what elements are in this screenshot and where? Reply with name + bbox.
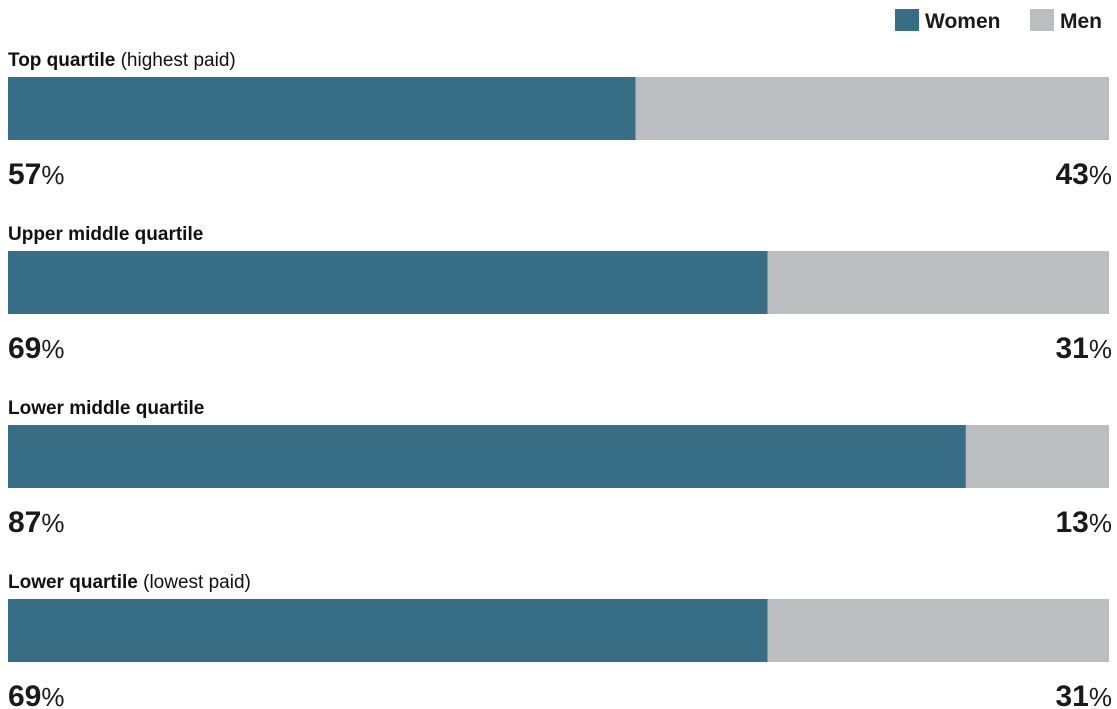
quartile-row: Lower quartile (lowest paid) 69% 31% xyxy=(8,572,1112,709)
legend-item-women: Women xyxy=(895,9,1000,33)
legend-label-women: Women xyxy=(925,10,1000,33)
bar-women xyxy=(8,425,966,488)
row-label-name: Upper middle quartile xyxy=(8,224,203,245)
bar-women xyxy=(8,599,768,662)
value-label-men: 31% xyxy=(1056,332,1113,365)
row-label-name: Lower quartile xyxy=(8,572,138,593)
row-label: Lower quartile (lowest paid) xyxy=(8,572,251,593)
row-label: Top quartile (highest paid) xyxy=(8,50,236,71)
value-label-men: 43% xyxy=(1056,158,1113,191)
bar-men xyxy=(767,599,1109,662)
quartile-row: Upper middle quartile 69% 31% xyxy=(8,224,1112,365)
bar-men xyxy=(965,425,1109,488)
chart-rows: Top quartile (highest paid) 57% 43% Upper m… xyxy=(8,50,1112,709)
bar-women xyxy=(8,251,768,314)
bar-men xyxy=(767,251,1109,314)
legend-swatch-men xyxy=(1030,9,1054,31)
value-label-men: 31% xyxy=(1056,680,1113,709)
bar-men xyxy=(635,77,1109,140)
quartile-row: Lower middle quartile 87% 13% xyxy=(8,398,1112,539)
value-label-women: 87% xyxy=(8,506,65,539)
row-label: Upper middle quartile xyxy=(8,224,203,245)
value-label-women: 69% xyxy=(8,332,65,365)
row-label-note: (lowest paid) xyxy=(138,572,251,593)
legend-label-men: Men xyxy=(1060,10,1102,33)
value-label-women: 57% xyxy=(8,158,65,191)
legend-swatch-women xyxy=(895,9,919,31)
quartile-row: Top quartile (highest paid) 57% 43% xyxy=(8,50,1112,191)
value-label-men: 13% xyxy=(1056,506,1113,539)
row-label-name: Top quartile xyxy=(8,50,115,71)
legend: Women Men xyxy=(895,9,1102,33)
legend-item-men: Men xyxy=(1030,9,1102,33)
bar-women xyxy=(8,77,636,140)
row-label: Lower middle quartile xyxy=(8,398,204,419)
row-label-name: Lower middle quartile xyxy=(8,398,204,419)
value-label-women: 69% xyxy=(8,680,65,709)
row-label-note: (highest paid) xyxy=(115,50,235,71)
